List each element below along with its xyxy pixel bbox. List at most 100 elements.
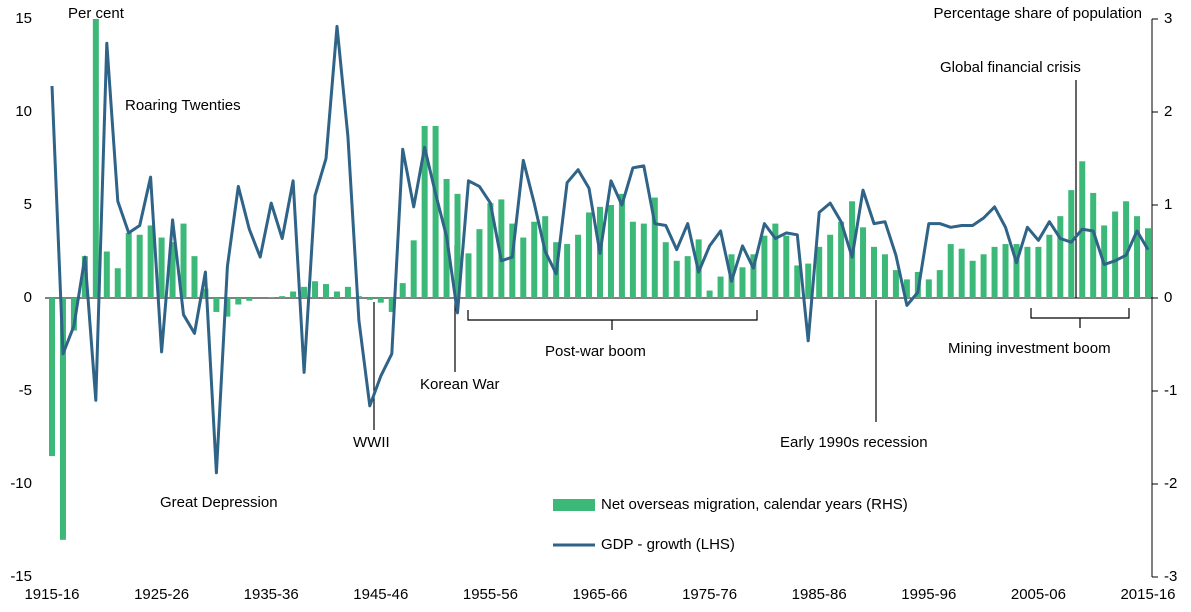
bar xyxy=(761,235,768,298)
bar xyxy=(1013,244,1020,298)
bar xyxy=(673,260,680,298)
bar xyxy=(816,246,823,298)
x-tick-label: 2015-16 xyxy=(1120,586,1175,603)
y2-tick-label: 1 xyxy=(1164,196,1172,213)
bar xyxy=(750,254,757,298)
bar xyxy=(706,290,713,298)
bar xyxy=(629,221,636,298)
bar xyxy=(958,248,965,298)
bar xyxy=(180,223,187,298)
x-tick-label: 1985-86 xyxy=(792,586,847,603)
y-axis-label: Per cent xyxy=(68,5,125,22)
bar xyxy=(103,251,110,298)
annotation: WWII xyxy=(353,434,390,451)
bar xyxy=(1112,211,1119,298)
bar xyxy=(1090,192,1097,298)
bar xyxy=(1035,246,1042,298)
bar xyxy=(1046,234,1053,298)
bar xyxy=(881,254,888,298)
bar xyxy=(410,240,417,298)
bar xyxy=(487,203,494,298)
annotation: Post-war boom xyxy=(545,343,646,360)
y2-axis-label: Percentage share of population xyxy=(934,5,1142,22)
bar xyxy=(640,223,647,298)
annotation: Early 1990s recession xyxy=(780,434,928,451)
bar xyxy=(213,298,220,312)
bar xyxy=(772,223,779,298)
bar xyxy=(1057,216,1064,298)
bar xyxy=(1068,190,1075,298)
bar xyxy=(542,216,549,298)
legend-label: GDP - growth (LHS) xyxy=(601,536,735,553)
bar xyxy=(662,242,669,298)
bar xyxy=(312,281,319,298)
bar xyxy=(805,263,812,298)
bar xyxy=(366,298,373,300)
bar xyxy=(892,270,899,298)
y-tick-label: 5 xyxy=(24,196,32,213)
bar xyxy=(651,197,658,298)
bar xyxy=(794,265,801,298)
annotation: Great Depression xyxy=(160,494,278,511)
bar xyxy=(1024,246,1031,298)
y2-tick-label: 2 xyxy=(1164,103,1172,120)
bar xyxy=(333,291,340,298)
bar xyxy=(980,254,987,298)
bar xyxy=(125,232,132,298)
bar xyxy=(70,298,77,331)
x-tick-label: 1935-36 xyxy=(244,586,299,603)
bar xyxy=(191,256,198,298)
bar xyxy=(246,298,253,301)
bar xyxy=(465,253,472,298)
bar xyxy=(49,298,55,457)
bar xyxy=(235,298,242,305)
bar xyxy=(520,237,527,298)
y-tick-label: 0 xyxy=(24,289,32,306)
bar xyxy=(1123,201,1130,298)
y2-tick-label: -3 xyxy=(1164,568,1177,585)
bar xyxy=(114,268,121,298)
annotation: Mining investment boom xyxy=(948,340,1111,357)
bar xyxy=(991,246,998,298)
bar xyxy=(323,284,329,298)
bar xyxy=(399,283,406,298)
y-tick-label: -15 xyxy=(10,568,32,585)
bar xyxy=(607,205,614,298)
bar xyxy=(586,212,593,298)
x-tick-label: 1995-96 xyxy=(901,586,956,603)
y-tick-label: -5 xyxy=(19,382,32,399)
bar xyxy=(388,298,395,312)
bar xyxy=(454,193,461,298)
y-tick-label: -10 xyxy=(10,475,32,492)
x-tick-label: 1965-66 xyxy=(572,586,627,603)
bar xyxy=(739,267,746,298)
bar xyxy=(476,229,483,298)
y2-tick-label: -1 xyxy=(1164,382,1177,399)
bar xyxy=(684,256,691,298)
bar xyxy=(509,223,516,298)
bar xyxy=(301,286,308,298)
bar xyxy=(147,225,154,298)
bar xyxy=(432,125,439,298)
bar xyxy=(618,193,625,298)
y2-tick-label: -2 xyxy=(1164,475,1177,492)
bar xyxy=(92,19,99,298)
bar xyxy=(947,244,954,298)
bar xyxy=(224,298,231,317)
x-tick-label: 1955-56 xyxy=(463,586,518,603)
x-tick-label: 1945-46 xyxy=(353,586,408,603)
bar xyxy=(59,298,66,540)
y-tick-label: 10 xyxy=(15,103,32,120)
annotation: Korean War xyxy=(420,376,499,393)
bar xyxy=(936,270,943,298)
legend-swatch xyxy=(553,499,595,511)
bar xyxy=(344,286,351,298)
bar xyxy=(717,276,724,298)
bar xyxy=(838,221,845,298)
y2-tick-label: 0 xyxy=(1164,289,1172,306)
bar xyxy=(377,298,384,303)
bar xyxy=(1002,244,1009,298)
bar xyxy=(1145,228,1151,298)
bar xyxy=(279,296,286,298)
